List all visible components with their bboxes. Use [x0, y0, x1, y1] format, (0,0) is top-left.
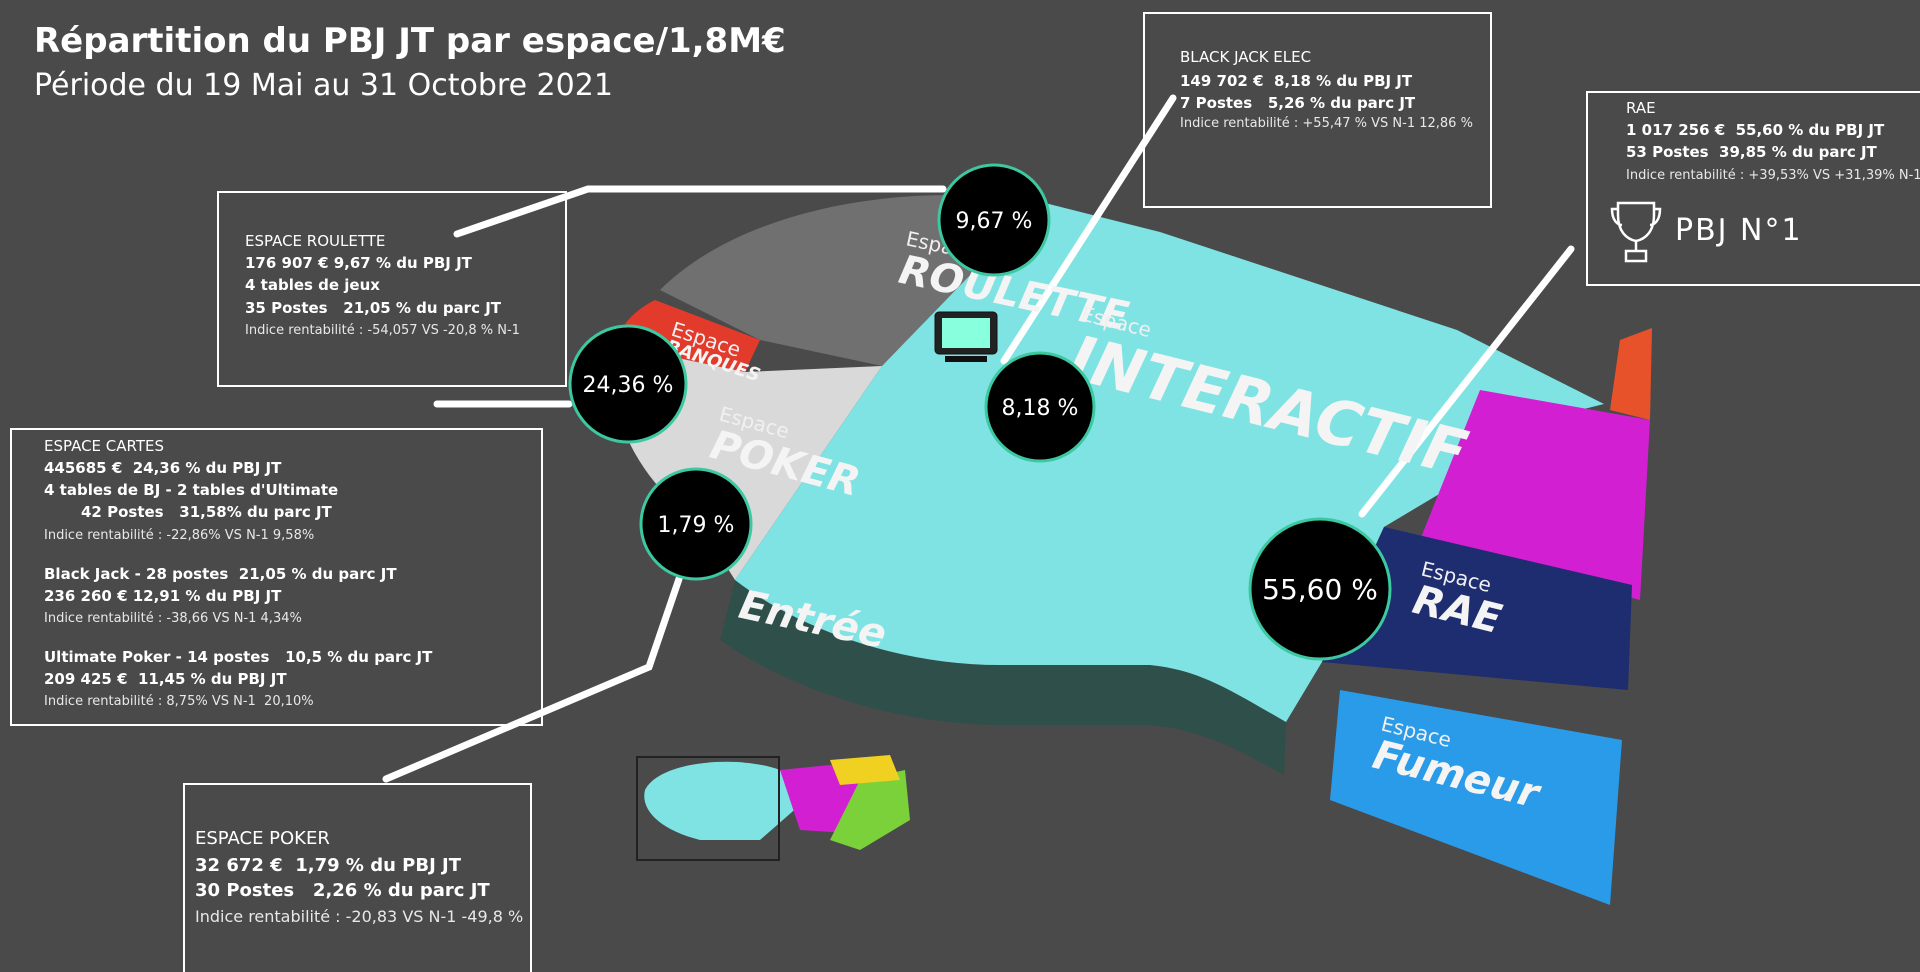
minimap — [636, 755, 910, 861]
percent-label: 55,60 % — [1262, 573, 1378, 606]
info-line: 4 tables de jeux — [245, 276, 380, 294]
info-line: 149 702 € 8,18 % du PBJ JT — [1180, 72, 1413, 90]
info-box — [10, 428, 543, 726]
subtitle: Période du 19 Mai au 31 Octobre 2021 — [34, 68, 613, 103]
info-line: 236 260 € 12,91 % du PBJ JT — [44, 587, 282, 605]
info-line: Indice rentabilité : 8,75% VS N-1 20,10% — [44, 694, 314, 709]
info-line: 445685 € 24,36 % du PBJ JT — [44, 459, 282, 477]
annotations: EspaceROULETTEEspaceBANQUESEspacePOKEREs… — [10, 12, 1920, 972]
floor-plan — [613, 195, 1652, 905]
info-box — [217, 191, 567, 387]
percent-label: 8,18 % — [1002, 396, 1079, 421]
info-line: ESPACE CARTES — [44, 437, 164, 455]
info-line: 42 Postes 31,58% du parc JT — [81, 503, 333, 521]
info-line: BLACK JACK ELEC — [1180, 48, 1311, 66]
info-line: ESPACE POKER — [195, 828, 330, 849]
percent-bubble — [1248, 517, 1392, 661]
info-line: Indice rentabilité : -20,83 VS N-1 -49,8… — [195, 907, 523, 926]
zone-orange — [1610, 328, 1652, 420]
info-line: 30 Postes 2,26 % du parc JT — [195, 880, 490, 901]
info-box — [1143, 12, 1492, 208]
percent-bubble — [937, 163, 1051, 277]
zone-fumeur — [1330, 690, 1622, 905]
award-label: PBJ N°1 — [1675, 213, 1803, 248]
percent-label: 24,36 % — [583, 373, 674, 398]
info-line: Indice rentabilité : -38,66 VS N-1 4,34% — [44, 611, 302, 626]
info-line: 176 907 € 9,67 % du PBJ JT — [245, 254, 473, 272]
zone-rae — [1322, 527, 1632, 690]
info-line: Indice rentabilité : -54,057 VS -20,8 % … — [245, 323, 520, 338]
trophy-icon — [1610, 201, 1662, 263]
info-line: Black Jack - 28 postes 21,05 % du parc J… — [44, 565, 397, 583]
info-line: 53 Postes 39,85 % du parc JT — [1626, 143, 1878, 161]
percent-label: 1,79 % — [658, 513, 735, 538]
percent-bubble — [984, 351, 1096, 463]
info-line: Indice rentabilité : -22,86% VS N-1 9,58… — [44, 528, 314, 543]
info-line: RAE — [1626, 99, 1656, 117]
info-line: 35 Postes 21,05 % du parc JT — [245, 299, 502, 317]
info-box — [1586, 91, 1920, 286]
info-line: 209 425 € 11,45 % du PBJ JT — [44, 670, 287, 688]
percent-label: 9,67 % — [956, 209, 1033, 234]
info-line: 32 672 € 1,79 % du PBJ JT — [195, 855, 462, 876]
percent-bubble — [639, 467, 753, 581]
info-box — [183, 783, 532, 972]
trophy-cup — [1610, 201, 1662, 263]
percent-bubble — [568, 324, 688, 444]
info-line: 4 tables de BJ - 2 tables d'Ultimate — [44, 481, 338, 499]
zone-magenta — [1420, 390, 1650, 600]
info-line: Ultimate Poker - 14 postes 10,5 % du par… — [44, 648, 433, 666]
info-line: 1 017 256 € 55,60 % du PBJ JT — [1626, 121, 1885, 139]
info-line: 7 Postes 5,26 % du parc JT — [1180, 94, 1416, 112]
info-line: Indice rentabilité : +39,53% VS +31,39% … — [1626, 168, 1920, 183]
zone-banques — [615, 300, 760, 372]
screen-icon — [934, 311, 998, 362]
title: Répartition du PBJ JT par espace/1,8M€ — [34, 21, 786, 61]
floor-side — [720, 580, 1286, 775]
info-line: ESPACE ROULETTE — [245, 232, 385, 250]
info-line: Indice rentabilité : +55,47 % VS N-1 12,… — [1180, 116, 1473, 131]
